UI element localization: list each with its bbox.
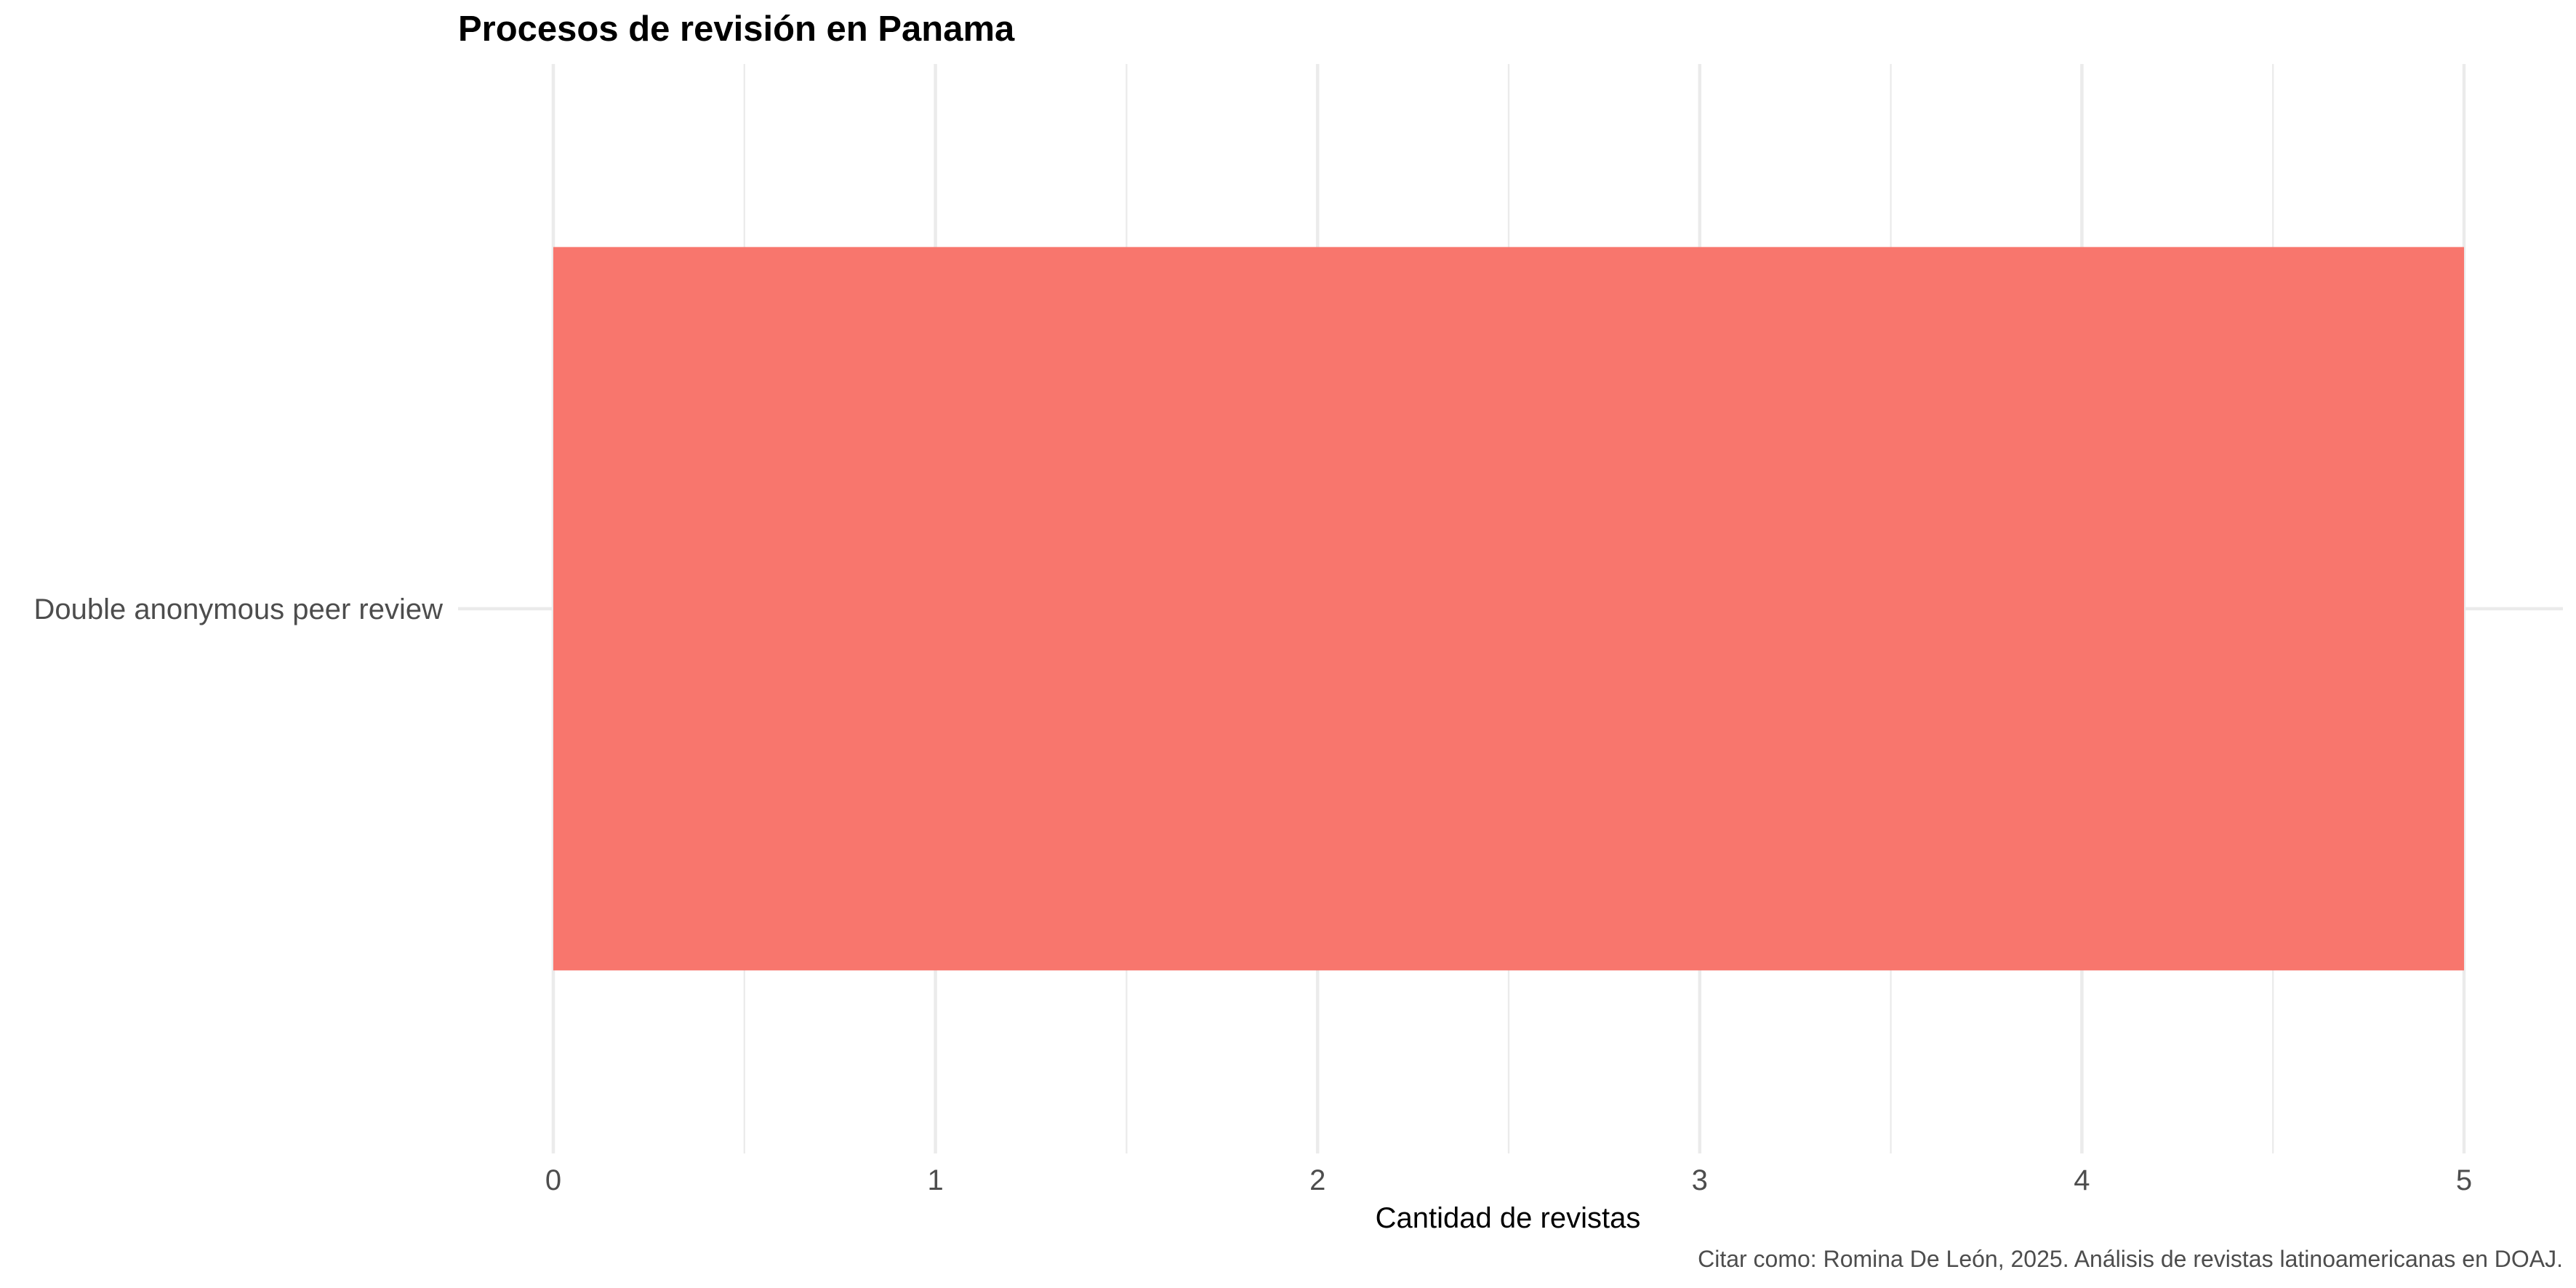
x-axis: 0 1 2 3 4 5 [545, 1164, 2472, 1196]
caption: Citar como: Romina De León, 2025. Anális… [1698, 1246, 2563, 1272]
x-tick-label: 4 [2074, 1164, 2090, 1196]
bar-layer [553, 247, 2464, 971]
x-tick-label: 2 [1309, 1164, 1325, 1196]
x-tick-label: 3 [1692, 1164, 1708, 1196]
y-axis: Double anonymous peer review [33, 593, 443, 625]
x-axis-label: Cantidad de revistas [1376, 1202, 1641, 1234]
bar [553, 247, 2464, 971]
x-tick-label: 0 [545, 1164, 561, 1196]
x-tick-label: 5 [2456, 1164, 2472, 1196]
y-tick-label: Double anonymous peer review [33, 593, 443, 625]
chart-title: Procesos de revisión en Panama [458, 9, 1015, 49]
x-tick-label: 1 [927, 1164, 943, 1196]
